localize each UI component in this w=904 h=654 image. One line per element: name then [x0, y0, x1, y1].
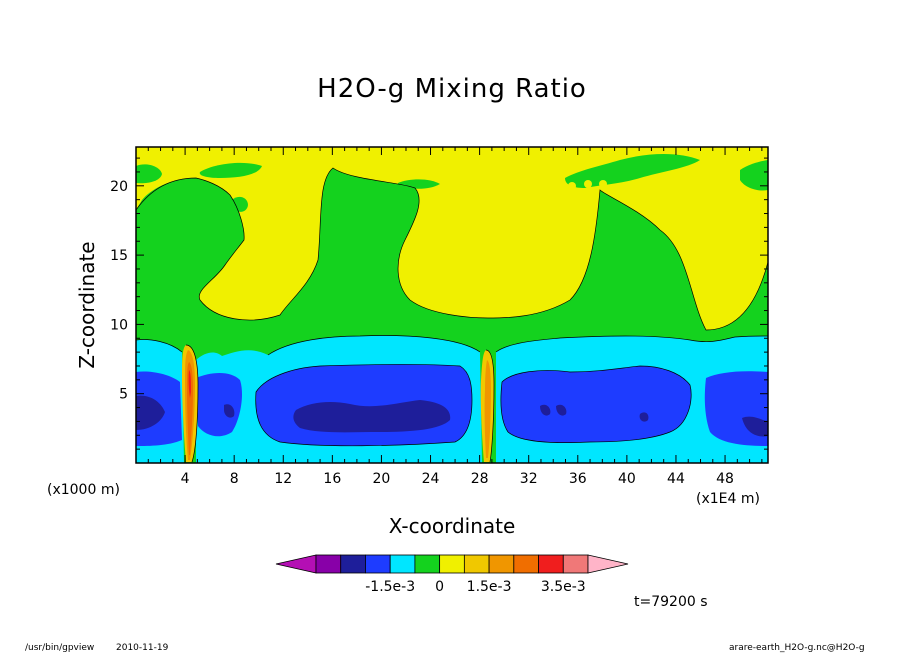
colorbar-segment: [562, 554, 589, 574]
colorbar-segment: [538, 554, 564, 574]
y-tick-label: 5: [119, 387, 128, 403]
x-tick-label: 20: [373, 471, 391, 487]
plot-frame: [135, 146, 769, 464]
colorbar-extend-high: [587, 554, 629, 574]
contour-level-yellow: [136, 147, 768, 330]
footer-source: arare-earth_H2O-g.nc@H2O-g: [729, 643, 865, 653]
x-tick-label: 48: [716, 471, 734, 487]
x-axis-label: X-coordinate: [388, 514, 516, 538]
colorbar: -1.5e-3 0 1.5e-3 3.5e-3: [275, 554, 629, 595]
colorbar-segment: [414, 554, 441, 574]
colorbar-segment: [513, 554, 539, 574]
x-tick-label: 32: [520, 471, 538, 487]
x-tick-label: 40: [618, 471, 636, 487]
x-tick-label: 36: [569, 471, 587, 487]
x-tick-label: 16: [323, 471, 341, 487]
x-tick-label: 8: [230, 471, 239, 487]
colorbar-label: 1.5e-3: [467, 579, 512, 595]
colorbar-segment: [389, 554, 416, 574]
x-axis-unit: (x1E4 m): [696, 491, 760, 507]
colorbar-segment: [365, 554, 391, 574]
colorbar-segment: [315, 554, 342, 574]
chart-title: H2O-g Mixing Ratio: [317, 74, 587, 104]
footer-program: /usr/bin/gpview: [25, 643, 95, 653]
colorbar-label: 3.5e-3: [541, 579, 586, 595]
y-tick-label: 20: [110, 179, 128, 195]
y-tick-label: 15: [110, 248, 128, 264]
y-axis-label: Z-coordinate: [75, 241, 99, 369]
contour-level-blue: [136, 364, 768, 446]
x-tick-label: 12: [274, 471, 292, 487]
colorbar-extend-low: [275, 554, 317, 574]
colorbar-label: -1.5e-3: [365, 579, 415, 595]
x-tick-label: 28: [471, 471, 489, 487]
colorbar-segment: [463, 554, 490, 574]
x-tick-label: 4: [181, 471, 190, 487]
time-label: t=79200 s: [634, 594, 708, 610]
contour-level-navy: [136, 395, 768, 437]
colorbar-label: 0: [435, 579, 444, 595]
footer-date: 2010-11-19: [116, 643, 169, 653]
contour-field: [136, 147, 768, 463]
y-tick-label: 10: [110, 317, 128, 333]
colorbar-segment: [488, 554, 515, 574]
y-axis-unit: (x1000 m): [47, 482, 120, 498]
x-tick-label: 24: [422, 471, 440, 487]
x-tick-label: 44: [667, 471, 685, 487]
colorbar-segment: [439, 554, 465, 574]
colorbar-segment: [340, 554, 366, 574]
